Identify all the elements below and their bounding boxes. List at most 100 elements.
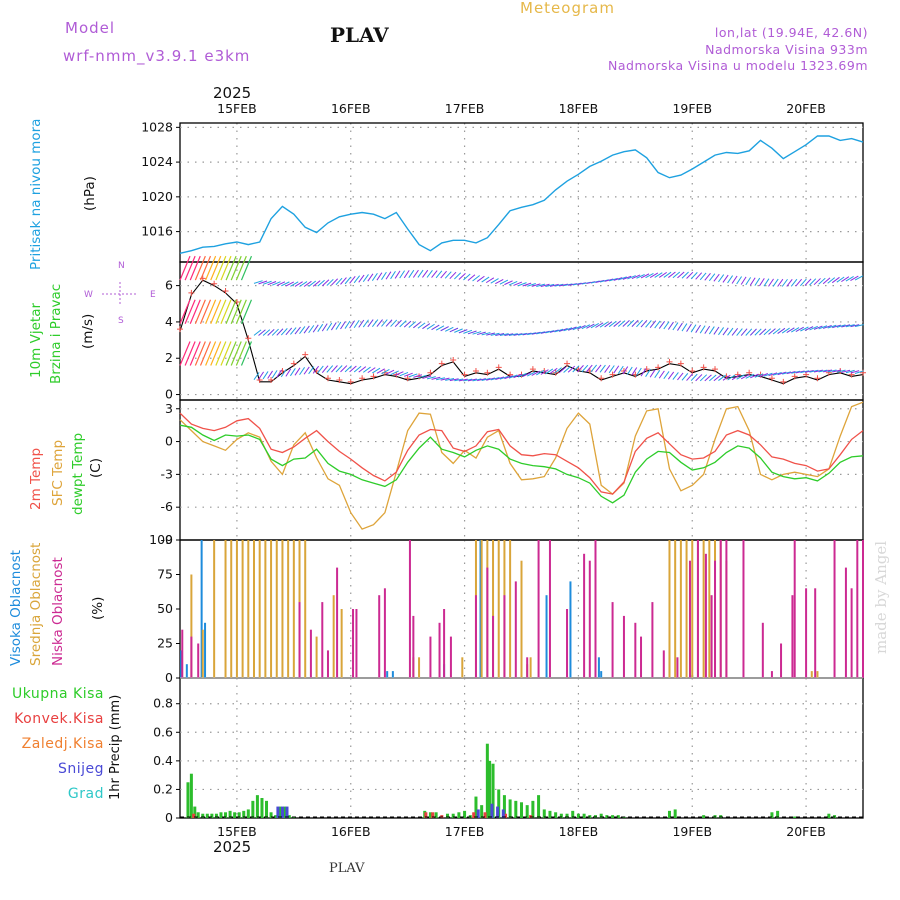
total-rain-bar [702,815,706,818]
wind-arrow [695,324,701,333]
wind-arrow [417,374,427,379]
low-cloud-bar [688,560,691,678]
mid-cloud-bar [685,540,688,678]
wind-arrow [504,280,513,286]
mid-cloud-bar [275,540,278,678]
wind-arrow [622,366,629,375]
wind-arrow [381,319,388,327]
wind-arrow [813,369,823,373]
wind-gust-marker [222,288,229,295]
wind-arrow [258,371,264,380]
wind-gust-marker [529,366,536,373]
wind-arrow [486,377,496,381]
low-cloud-bar [742,540,745,678]
wind-arrow [758,278,765,287]
total-rain-bar [616,815,620,818]
wind-arrow-strong [194,255,206,281]
lonlat-label: lon,lat (19.94E, 42.6N) [714,25,868,40]
wind-arrow [294,367,301,376]
wind-arrow [517,373,527,378]
high-cloud-bar [185,664,188,678]
wind-arrow [613,320,622,327]
wind-arrow [540,330,550,334]
total-rain-bar [576,813,580,818]
total-rain-bar [525,805,529,818]
wind-arrow [631,274,641,280]
wind-arrow [413,374,423,378]
elevation-label: Nadmorska Visina 933m [705,42,868,57]
y-tick-label: 6 [165,278,173,293]
wind-arrow [527,283,536,287]
wind-arrow [781,327,790,334]
wind-arrow [376,319,383,327]
wind-arrow [699,272,707,281]
x-tick-label-top: 19FEB [672,101,712,116]
wind-arrow [704,374,712,382]
wind-arrow-strong [225,299,237,324]
wind-arrow [381,271,387,280]
wind-arrow [786,278,793,287]
wind-arrow [749,328,757,336]
wind-arrow [658,370,665,379]
high-cloud-bar [545,595,548,678]
total-rain-bar [548,810,552,818]
mid-cloud-bar [235,540,238,678]
mid-cloud-bar [190,574,193,678]
total-rain-bar [224,812,228,818]
wind-arrow [308,366,315,375]
total-rain-bar [446,813,450,818]
wind-arrow [426,270,433,278]
wind-arrow [854,275,864,281]
wind-arrow [326,365,334,373]
wind-arrow [526,371,536,377]
low-cloud-bar [326,650,329,678]
wind-arrow [408,321,416,328]
wind-arrow [444,271,452,279]
low-cloud-bar [856,540,859,678]
wind-arrow [536,369,545,376]
wind-arrow [827,369,837,373]
wind-arrow [677,271,685,279]
low-cloud-bar [676,657,679,678]
low-cloud-bar [352,609,355,678]
wind-gust-marker [347,378,354,385]
total-rain-bar [559,813,563,818]
high-cloud-bar [479,540,482,678]
wind-arrow-strong [240,341,253,366]
wind-arrow-strong [205,341,217,366]
wind-arrow [695,374,703,382]
wind-arrow [631,367,638,376]
wind-arrow [403,270,410,279]
wind-arrow [823,369,833,373]
mid-cloud-bar [315,636,318,678]
wind-arrow [344,320,351,329]
wind-arrow [349,320,355,329]
wind-arrow [686,373,693,381]
wind-arrow [440,270,447,279]
mid-cloud-bar [461,657,464,678]
wind-arrow [576,365,584,373]
wind-arrow [276,281,286,287]
total-rain-bar [233,812,237,818]
wind-arrow [504,375,514,380]
wind-arrow [403,320,412,328]
wind-arrow [422,375,432,379]
wind-arrow-strong [215,255,227,281]
wind-arrow [495,333,505,336]
total-rain-bar [260,798,264,818]
wind-arrow [303,280,312,287]
wind-arrow-strong [205,255,217,281]
wind-arrow [549,367,558,374]
y-tick-label: 1024 [141,154,173,169]
y-tick-label: 0.2 [153,781,173,796]
wind-arrow [276,369,283,378]
wind-arrow [435,270,443,279]
wind-arrow [495,278,504,285]
y-tick-label: 2 [165,350,173,365]
y-tick-label: -9 [161,532,174,547]
low-cloud-bar [611,602,614,678]
wind-arrow [394,371,404,376]
wind-arrow [408,269,415,278]
wind-arrow [467,378,477,382]
total-rain-bar [491,763,495,818]
